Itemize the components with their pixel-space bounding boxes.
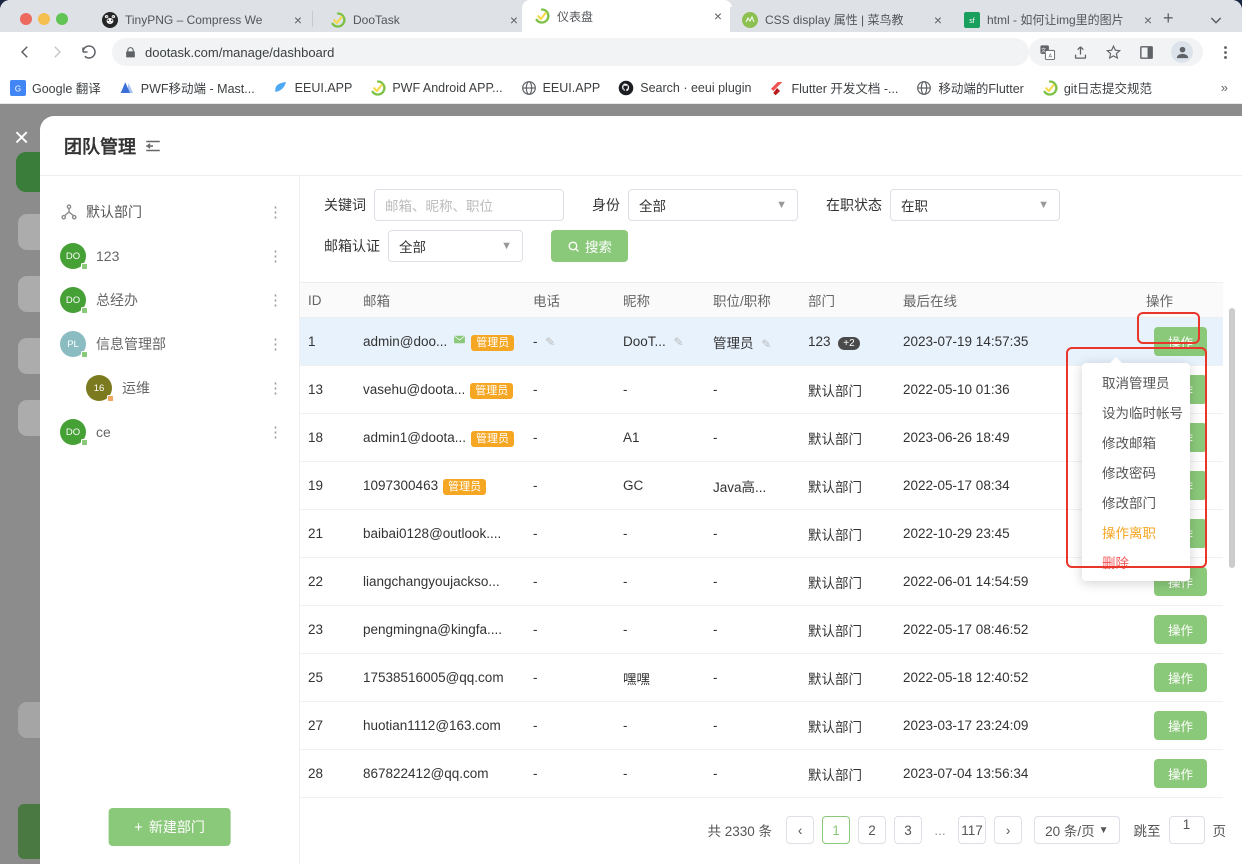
svg-text:A: A	[1049, 53, 1053, 59]
svg-text:G: G	[15, 84, 21, 93]
svg-text:sf: sf	[969, 18, 975, 25]
